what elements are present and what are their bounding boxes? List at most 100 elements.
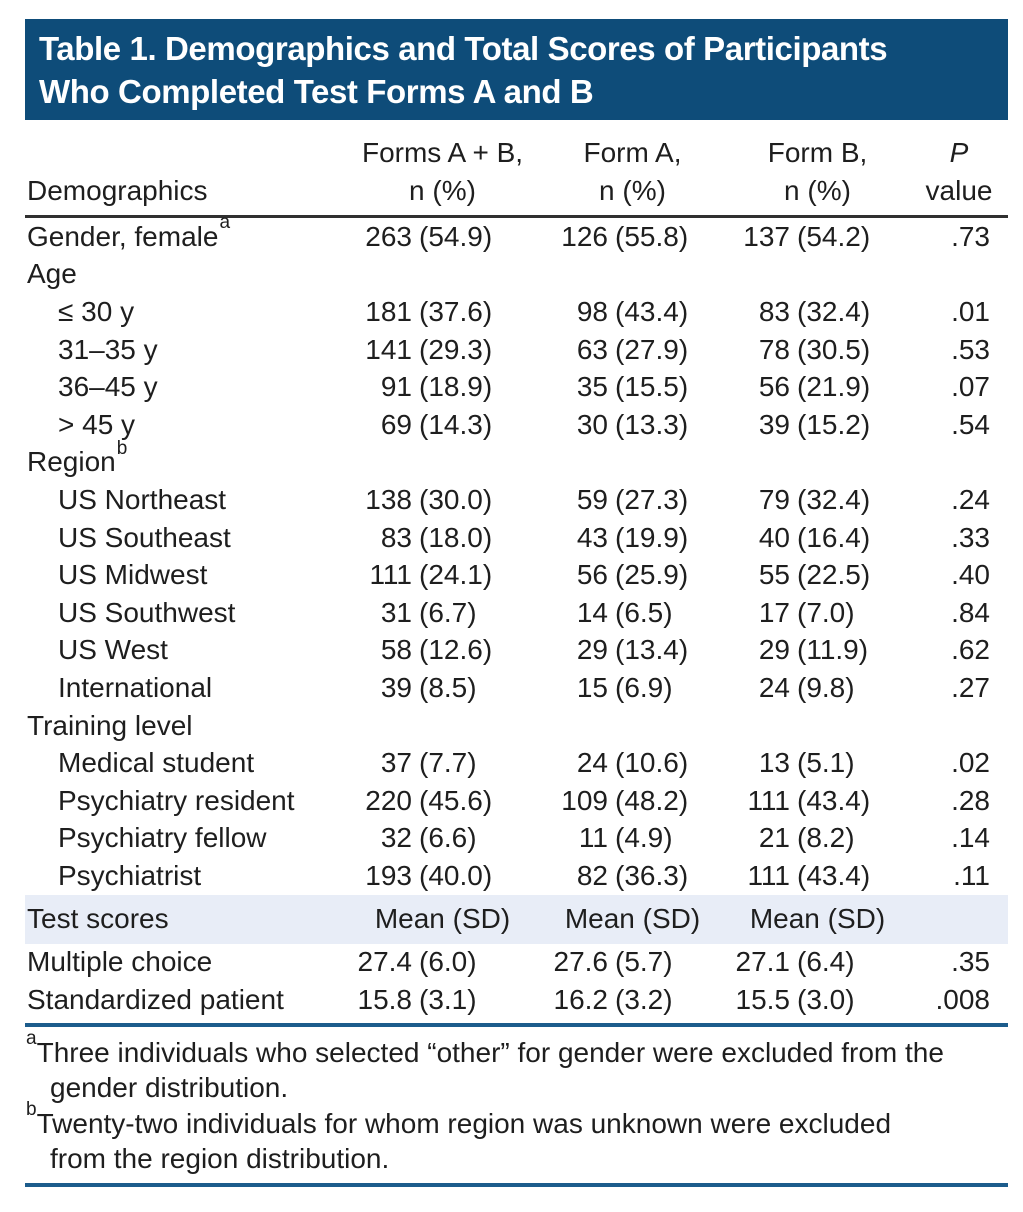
cell-forms-ab: 69 (14.3) <box>345 409 540 441</box>
count-value: 32 <box>380 822 412 854</box>
count-value: 138 <box>365 483 412 515</box>
cell-p-value: .14 <box>951 822 990 854</box>
percent-value: (8.2) <box>797 822 855 854</box>
cell-form-b: 55 (22.5) <box>725 559 910 591</box>
mean-sd-header-forms-ab: Mean (SD) <box>374 903 511 935</box>
row-label: International <box>58 671 213 703</box>
percent-value: (4.9) <box>615 822 673 854</box>
footnote-a-text: Three individuals who selected “other” f… <box>36 1036 944 1068</box>
cell-p-value: .53 <box>951 333 990 365</box>
score-rows: Multiple choice 27.4 (6.0) 27.6 (5.7) 27.1 (6.… <box>25 944 1008 1019</box>
percent-value: (3.1) <box>419 984 477 1016</box>
row-label: US West <box>58 634 168 666</box>
cell-form-a: 126 (55.8) <box>540 221 725 253</box>
cell-form-a: 29 (13.4) <box>540 634 725 666</box>
cell-forms-ab: 193 (40.0) <box>345 860 540 892</box>
table-row: Gender, femalea 263 (54.9) 126 (55.8) 137 (54.… <box>25 213 1008 256</box>
cell-form-a: 82 (36.3) <box>540 860 725 892</box>
percent-value: (30.0) <box>419 483 493 515</box>
percent-value: (6.7) <box>419 596 477 628</box>
cell-forms-ab: 27.4 (6.0) <box>345 946 540 978</box>
percent-value: (40.0) <box>419 859 493 891</box>
cell-form-b: 137 (54.2) <box>725 221 910 253</box>
cell-forms-ab: 138 (30.0) <box>345 484 540 516</box>
count-value: 35 <box>576 371 608 403</box>
cell-form-b: 83 (32.4) <box>725 296 910 328</box>
footnote-marker: b <box>116 437 128 459</box>
column-header-form-a: Form A, n (%) <box>583 137 682 206</box>
footnote-a-line1: aThree individuals who selected “other” … <box>25 1029 1008 1071</box>
table-row: US Southeast 83 (18.0) 43 (19.9) 40 (16.4) .33 <box>25 519 1008 557</box>
row-label: US Southwest <box>58 596 236 628</box>
percent-value: (43.4) <box>797 784 871 816</box>
count-value: 31 <box>380 596 412 628</box>
percent-value: (37.6) <box>419 295 493 327</box>
table-row: International 39 (8.5) 15 (6.9) 24 (9.8) .27 <box>25 669 1008 707</box>
percent-value: (3.2) <box>615 984 673 1016</box>
footnote-b-text: Twenty-two individuals for whom region w… <box>36 1107 892 1139</box>
count-value: 56 <box>758 371 790 403</box>
cell-p-value: .11 <box>953 859 990 891</box>
cell-forms-ab: 37 (7.7) <box>345 747 540 779</box>
percent-value: (43.4) <box>797 859 871 891</box>
count-value: 137 <box>743 220 790 252</box>
mean-sd-header-form-b: Mean (SD) <box>749 903 886 935</box>
cell-form-b: 111 (43.4) <box>725 860 910 892</box>
percent-value: (43.4) <box>615 295 689 327</box>
percent-value: (6.6) <box>419 822 477 854</box>
count-value: 181 <box>365 295 412 327</box>
count-value: 29 <box>758 634 790 666</box>
count-value: 30 <box>576 408 608 440</box>
count-value: 15.8 <box>357 984 413 1016</box>
table-row: Psychiatrist 193 (40.0) 82 (36.3) 111 (43.4) .1… <box>25 857 1008 895</box>
percent-value: (11.9) <box>797 634 869 666</box>
table-row: US Southwest 31 (6.7) 14 (6.5) 17 (7.0) .84 <box>25 594 1008 632</box>
demographics-table: Demographics Forms A + B, n (%) Form A, … <box>25 130 1008 1187</box>
cell-form-b: 40 (16.4) <box>725 522 910 554</box>
percent-value: (54.2) <box>797 220 871 252</box>
percent-value: (19.9) <box>615 521 689 553</box>
count-value: 58 <box>380 634 412 666</box>
cell-p-value: .35 <box>951 946 990 978</box>
table-row: 36–45 y 91 (18.9) 35 (15.5) 56 (21.9) .07 <box>25 368 1008 406</box>
cell-form-b: 27.1 (6.4) <box>725 946 910 978</box>
count-value: 263 <box>365 220 412 252</box>
cell-p-value: .008 <box>935 984 991 1016</box>
count-value: 91 <box>380 371 412 403</box>
percent-value: (29.3) <box>419 333 493 365</box>
count-value: 39 <box>758 408 790 440</box>
percent-value: (7.7) <box>419 747 477 779</box>
cell-p-value: .28 <box>951 784 990 816</box>
table-title-bar: Table 1. Demographics and Total Scores o… <box>25 19 1008 120</box>
percent-value: (18.0) <box>419 521 493 553</box>
count-value: 39 <box>380 671 412 703</box>
percent-value: (13.4) <box>615 634 689 666</box>
cell-forms-ab: 181 (37.6) <box>345 296 540 328</box>
cell-p-value: .24 <box>951 483 990 515</box>
footnote-marker: a <box>219 212 231 234</box>
count-value: 11 <box>578 822 608 854</box>
cell-form-b: 79 (32.4) <box>725 484 910 516</box>
table-row: Psychiatry resident 220 (45.6) 109 (48.2) 111… <box>25 782 1008 820</box>
cell-form-a: 14 (6.5) <box>540 597 725 629</box>
percent-value: (6.9) <box>615 671 673 703</box>
cell-p-value: .62 <box>951 634 990 666</box>
section-label-test-scores: Test scores <box>27 903 169 935</box>
cell-form-a: 63 (27.9) <box>540 334 725 366</box>
count-value: 78 <box>758 333 790 365</box>
row-label: US Midwest <box>58 559 208 591</box>
cell-p-value: .54 <box>951 408 990 440</box>
percent-value: (14.3) <box>419 408 493 440</box>
test-scores-header-row: Test scores Mean (SD) Mean (SD) Mean (SD… <box>25 894 1008 944</box>
table-row: Standardized patient 15.8 (3.1) 16.2 (3.2) 15… <box>25 981 1008 1019</box>
count-value: 27.6 <box>553 946 609 978</box>
row-label: > 45 y <box>58 408 136 440</box>
percent-value: (6.0) <box>419 946 477 978</box>
cell-form-b: 17 (7.0) <box>725 597 910 629</box>
percent-value: (9.8) <box>797 671 855 703</box>
table-row: Psychiatry fellow 32 (6.6) 11 (4.9) 21 (8.2) .1… <box>25 820 1008 858</box>
footnote-a: aThree individuals who selected “other” … <box>25 1029 1008 1106</box>
percent-value: (6.4) <box>797 946 855 978</box>
table-row: US West 58 (12.6) 29 (13.4) 29 (11.9) .62 <box>25 632 1008 670</box>
cell-form-b: 13 (5.1) <box>725 747 910 779</box>
